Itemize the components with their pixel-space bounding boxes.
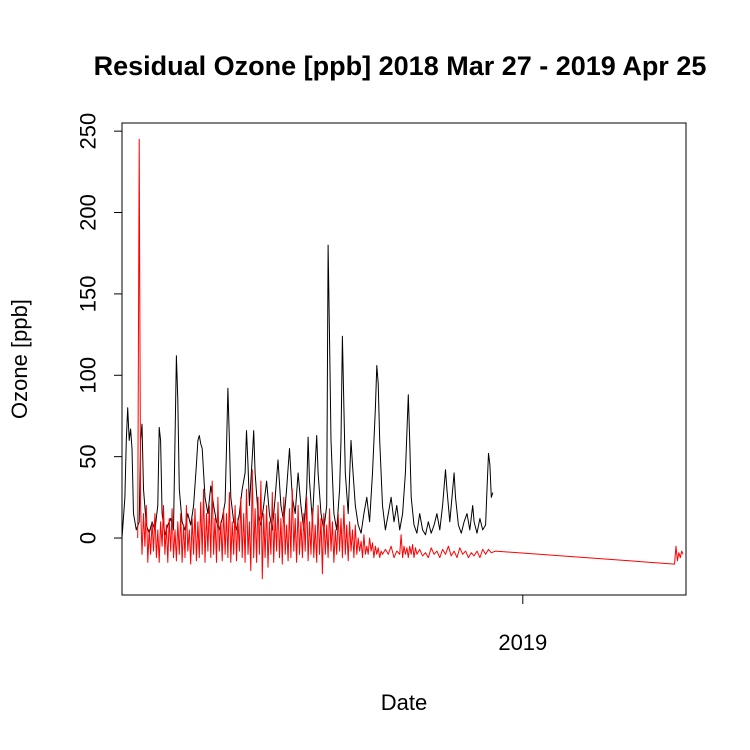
x-tick-label: 2019 [498, 630, 547, 655]
series-line-2 [137, 138, 684, 580]
y-tick-label: 100 [76, 357, 101, 394]
x-axis-label: Date [381, 690, 427, 715]
x-axis: 2019 [498, 595, 547, 655]
series-line-1 [121, 244, 494, 539]
y-tick-label: 0 [76, 532, 101, 544]
y-axis-label: Ozone [ppb] [7, 299, 32, 419]
y-axis: 0 50 100 150 200 250 [76, 113, 123, 544]
series-layer [121, 138, 684, 580]
y-tick-label: 200 [76, 194, 101, 231]
y-tick-label: 50 [76, 444, 101, 468]
y-tick-label: 150 [76, 276, 101, 313]
chart-title: Residual Ozone [ppb] 2018 Mar 27 - 2019 … [94, 51, 707, 81]
y-tick-label: 250 [76, 113, 101, 150]
